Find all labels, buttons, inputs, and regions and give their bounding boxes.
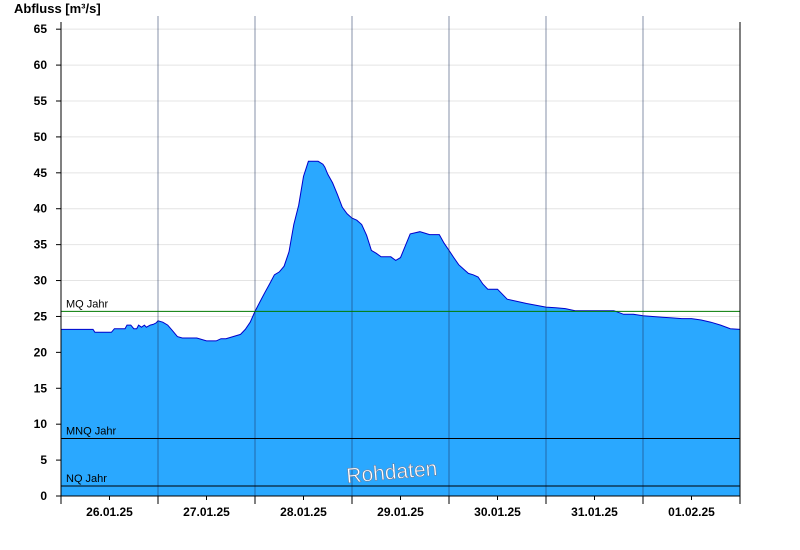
x-tick-label-2: 28.01.25 [280,505,327,519]
y-tick-label-50: 50 [34,130,48,144]
y-tick-label-25: 25 [34,309,48,323]
y-tick-label-65: 65 [34,22,48,36]
x-tick-label-0: 26.01.25 [86,505,133,519]
reference-lines: MQ Jahr MNQ Jahr NQ Jahr [61,298,740,487]
x-tick-label-4: 30.01.25 [474,505,521,519]
y-tick-label-55: 55 [34,94,48,108]
x-tick-label-6: 01.02.25 [668,505,715,519]
y-axis-label: Abfluss [m³/s] [14,1,101,16]
y-axis-ticks: 0 5 10 15 20 25 30 35 40 45 50 55 60 65 [34,22,61,503]
y-tick-label-5: 5 [40,453,47,467]
discharge-line [61,160,741,342]
x-tick-label-3: 29.01.25 [377,505,424,519]
x-axis-ticks: 26.01.25 27.01.25 28.01.25 29.01.25 30.01.25… [60,496,741,519]
y-tick-label-35: 35 [34,238,48,252]
y-tick-label-0: 0 [40,489,47,503]
ref-label-2: NQ Jahr [66,473,107,485]
day-separator-lines [157,16,644,496]
y-tick-label-20: 20 [34,345,48,359]
discharge-area [61,160,741,497]
ref-label-0: MQ Jahr [66,298,109,310]
x-tick-label-5: 31.01.25 [571,505,618,519]
y-tick-label-60: 60 [34,58,48,72]
discharge-area-fill [61,161,740,497]
y-tick-label-15: 15 [34,381,48,395]
ref-label-1: MNQ Jahr [66,426,116,438]
y-tick-label-40: 40 [34,202,48,216]
y-tick-label-30: 30 [34,274,48,288]
x-tick-label-1: 27.01.25 [183,505,230,519]
y-tick-label-45: 45 [34,166,48,180]
y-tick-label-10: 10 [34,417,48,431]
